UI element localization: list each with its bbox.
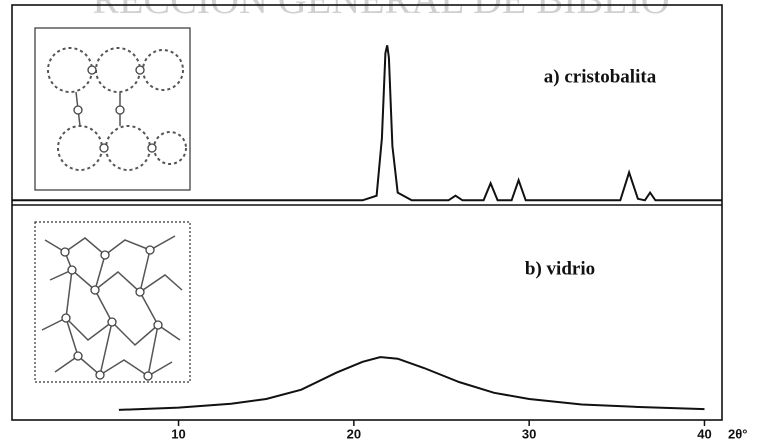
series-label: b) vidrio	[525, 258, 595, 279]
inset-cristobalite	[34, 27, 191, 191]
spectrum-line	[12, 45, 722, 202]
x-tick-label: 10	[171, 426, 185, 441]
watermark: RECCIÓN GENERAL DE BIBLIO	[92, 0, 669, 22]
spectrum-line	[118, 356, 705, 411]
series-label: a) cristobalita	[544, 66, 657, 87]
x-tick-label: 20	[347, 426, 361, 441]
x-tick-label: 30	[522, 426, 536, 441]
frame	[11, 4, 723, 421]
inset-glass	[34, 221, 191, 383]
x-axis-label: 2θ°	[728, 426, 747, 441]
x-tick-label: 40	[697, 426, 711, 441]
